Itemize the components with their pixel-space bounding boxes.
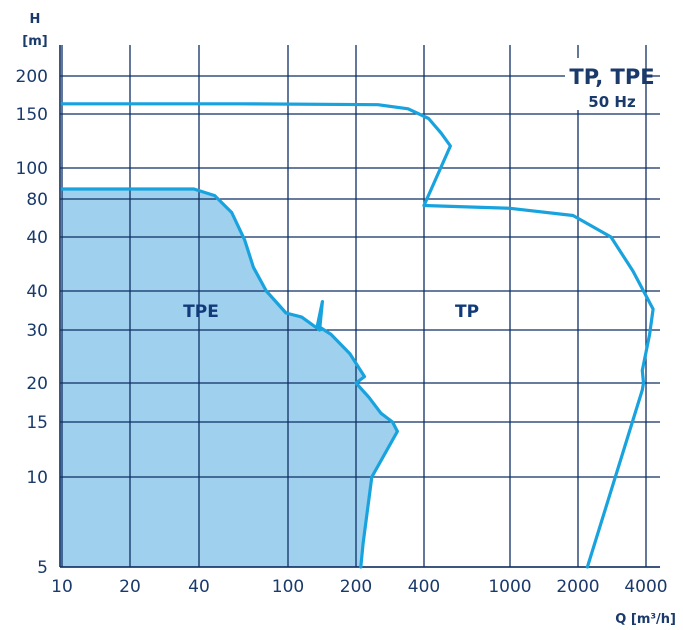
tp-curve-lower: [422, 203, 655, 569]
y-axis-unit: [m]: [22, 34, 47, 49]
y-tick-label: 40: [26, 228, 48, 248]
y-tick-label: 100: [16, 159, 48, 179]
x-tick-label: 20: [119, 577, 141, 597]
title-badge-bg: [565, 58, 643, 110]
tpe-fill-layer: [60, 189, 398, 567]
chart-title: TP, TPE: [569, 65, 654, 89]
y-tick-label: 200: [16, 67, 48, 87]
tpe-curve: [60, 187, 399, 569]
y-tick-label: 30: [26, 321, 48, 341]
x-tick-label: 100: [272, 577, 304, 597]
tpe-area: [60, 189, 398, 567]
tp-region-label: TP: [455, 302, 479, 322]
grid-layer: [59, 45, 660, 568]
y-tick-label: 10: [26, 468, 48, 488]
chart-subtitle: 50 Hz: [588, 93, 636, 111]
x-tick-label: 4000: [624, 577, 667, 597]
y-tick-label: 80: [26, 190, 48, 210]
x-tick-label: 400: [408, 577, 440, 597]
y-axis-label: H: [30, 12, 41, 27]
x-axis-label: Q [m³/h]: [615, 612, 676, 627]
y-tick-label: 15: [26, 413, 48, 433]
y-tick-label: 5: [37, 558, 48, 578]
y-tick-label: 20: [26, 374, 48, 394]
x-tick-label: 1000: [488, 577, 531, 597]
y-tick-label: 150: [16, 105, 48, 125]
x-tick-label: 40: [188, 577, 210, 597]
x-tick-label: 2000: [556, 577, 599, 597]
x-tick-label: 200: [340, 577, 372, 597]
x-tick-label: 10: [51, 577, 73, 597]
tp-curve-upper: [60, 102, 452, 208]
curve-layer: [60, 102, 655, 569]
tpe-region-label: TPE: [183, 302, 219, 322]
y-tick-label: 40: [26, 282, 48, 302]
